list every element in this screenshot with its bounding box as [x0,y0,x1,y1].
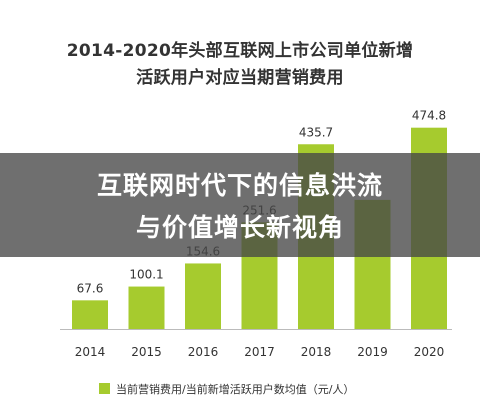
x-tick-2014: 2014 [75,345,106,359]
bar-2014 [72,300,108,329]
legend-label: 当前营销费用/当前新增活跃用户数均值（元/人） [116,382,354,396]
value-label-2020: 474.8 [412,109,446,123]
x-tick-2017: 2017 [244,345,275,359]
value-label-2014: 67.6 [77,281,104,295]
overlay-headline-line1: 互联网时代下的信息洪流 [96,171,383,200]
bar-2015 [128,286,165,329]
x-tick-2016: 2016 [188,345,219,359]
legend-swatch [99,383,110,394]
x-tick-2019: 2019 [357,345,388,359]
x-tick-2015: 2015 [131,345,162,359]
bar-2016 [185,263,221,329]
chart-title-line2: 活跃用户对应当期营销费用 [136,68,344,88]
x-tick-labels: 2014 2015 2016 2017 2018 2019 2020 [75,345,445,359]
overlay-banner [0,153,480,257]
chart-title-line1: 2014-2020年头部互联网上市公司单位新增 [66,41,414,61]
value-label-2018: 435.7 [299,125,333,139]
x-tick-2018: 2018 [301,345,332,359]
value-label-2015: 100.1 [129,268,163,282]
overlay-headline-line2: 与价值增长新视角 [135,213,344,242]
x-tick-2020: 2020 [414,345,445,359]
